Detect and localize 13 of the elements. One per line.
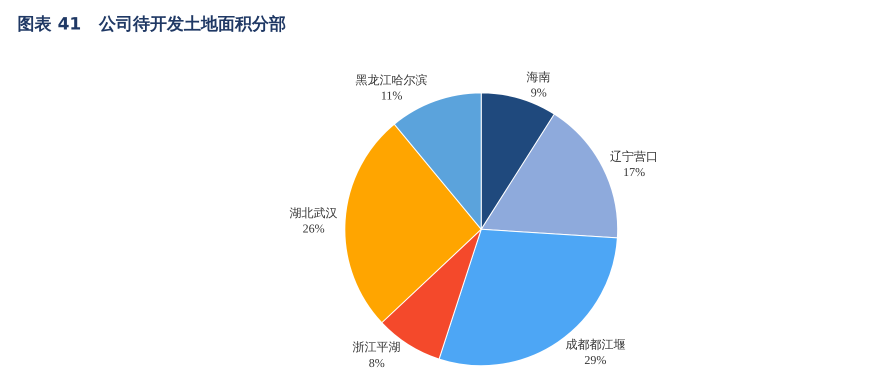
data-label: 11% xyxy=(380,88,402,103)
data-label: 9% xyxy=(530,85,547,100)
slice-label: 湖北武汉 xyxy=(290,206,338,220)
data-label: 17% xyxy=(623,165,646,180)
slice-label: 海南 xyxy=(526,70,551,84)
slice-label: 黑龙江哈尔滨 xyxy=(356,73,428,88)
data-label: 29% xyxy=(584,353,606,368)
data-label: 26% xyxy=(302,221,325,236)
text: 图表 41 公司待开发土地面积分部 xyxy=(18,14,286,34)
slice-label: 成都都江堰 xyxy=(565,337,626,352)
slice-label: 浙江平湖 xyxy=(352,340,401,354)
data-label: 8% xyxy=(368,356,385,370)
slice-label: 辽宁营口 xyxy=(610,150,658,164)
